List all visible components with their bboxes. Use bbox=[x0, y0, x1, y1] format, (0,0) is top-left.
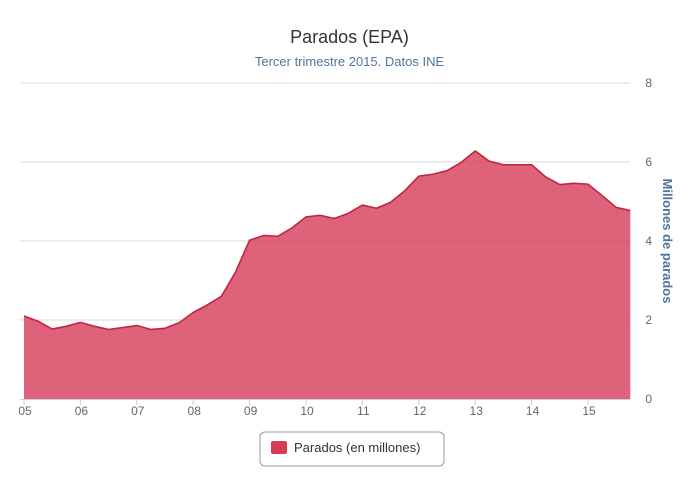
x-tick-label: 05 bbox=[18, 404, 32, 418]
legend-box bbox=[259, 431, 445, 467]
legend-label: Parados (en millones) bbox=[294, 440, 420, 455]
legend-swatch bbox=[271, 441, 287, 454]
x-tick-label: 12 bbox=[413, 404, 427, 418]
x-tick-label: 09 bbox=[244, 404, 258, 418]
x-tick-label: 10 bbox=[300, 404, 314, 418]
plot-area bbox=[23, 150, 631, 399]
y-axis: 0 2 4 6 8 bbox=[645, 76, 652, 406]
y-tick-label: 4 bbox=[645, 234, 652, 248]
x-tick-label: 11 bbox=[357, 404, 370, 418]
y-axis-title: Millones de parados bbox=[660, 179, 675, 304]
series-area bbox=[24, 150, 631, 399]
y-tick-label: 2 bbox=[645, 313, 652, 327]
series-line bbox=[23, 150, 631, 331]
x-tick-label: 14 bbox=[526, 404, 540, 418]
x-axis: 05 06 07 08 09 10 11 12 13 14 15 bbox=[18, 399, 630, 418]
y-tick-label: 0 bbox=[645, 392, 652, 406]
x-tick-label: 08 bbox=[188, 404, 202, 418]
x-tick-label: 07 bbox=[131, 404, 145, 418]
x-tick-label: 15 bbox=[582, 404, 596, 418]
chart-title: Parados (EPA) bbox=[290, 27, 409, 47]
y-tick-label: 6 bbox=[645, 155, 652, 169]
legend[interactable]: Parados (en millones) bbox=[259, 431, 445, 467]
x-tick-label: 06 bbox=[75, 404, 89, 418]
chart-subtitle: Tercer trimestre 2015. Datos INE bbox=[255, 54, 445, 69]
x-tick-label: 13 bbox=[470, 404, 484, 418]
y-tick-label: 8 bbox=[645, 76, 652, 90]
